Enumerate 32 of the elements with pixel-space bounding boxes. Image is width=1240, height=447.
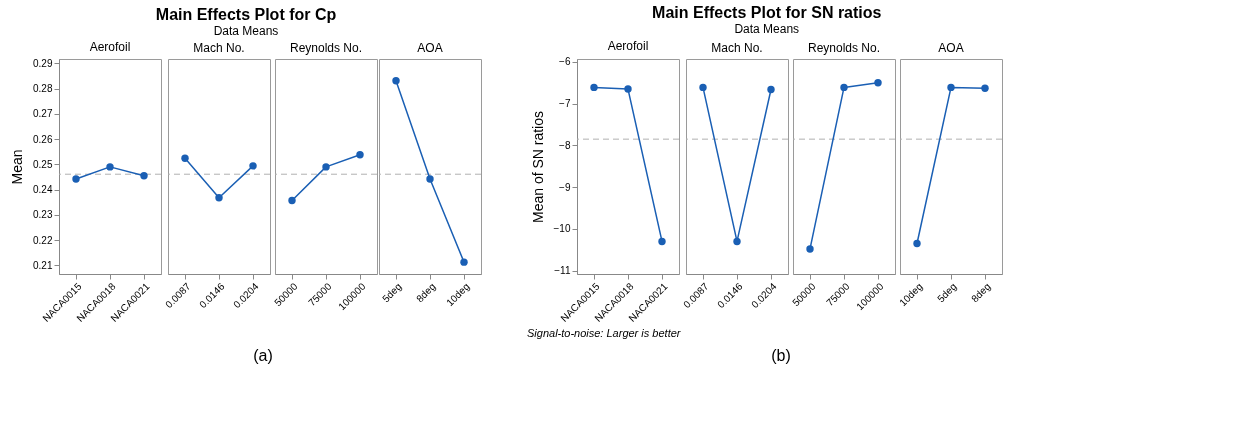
text: Data Means [213,23,279,38]
y-tick-label: 0.28 [33,83,53,95]
y-tick-label: 0.22 [33,234,53,246]
y-tick-label: −8 [559,139,571,151]
text: Signal-to-noise: Larger is better [527,327,682,339]
y-tick-label: 0.23 [33,209,53,221]
y-tick-label: −6 [559,56,571,68]
text: (a) [253,347,273,364]
text: Main Effects Plot for SN ratios [652,4,882,22]
y-tick-label: −11 [554,265,571,277]
y-tick-label: −9 [559,181,571,193]
text: Main Effects Plot for Cp [155,5,337,23]
chart-title: Aerofoil [89,40,131,55]
y-tick-label: 0.24 [33,184,53,196]
chart-title: AOA [417,41,443,55]
y-axis-title: Mean of SN ratios [529,110,546,224]
text: Data Means [734,22,800,37]
y-tick-label: 0.29 [33,57,53,69]
y-tick-label: −7 [559,98,571,110]
y-tick-label: 0.25 [33,158,53,170]
y-axis-title: Mean [9,149,26,185]
y-tick-label: 0.26 [33,133,53,145]
y-tick-label: 0.27 [33,108,53,120]
chart-title: Mach No. [711,41,763,55]
y-tick-label: 0.21 [33,259,53,271]
chart-title: AOA [938,41,964,55]
chart-title: Reynolds No. [289,41,363,55]
chart-title: Reynolds No. [807,41,881,55]
chart-title: Mach No. [193,41,245,55]
y-tick-label: −10 [553,223,571,235]
chart-title: Aerofoil [607,38,649,53]
text: (b) [771,347,791,364]
